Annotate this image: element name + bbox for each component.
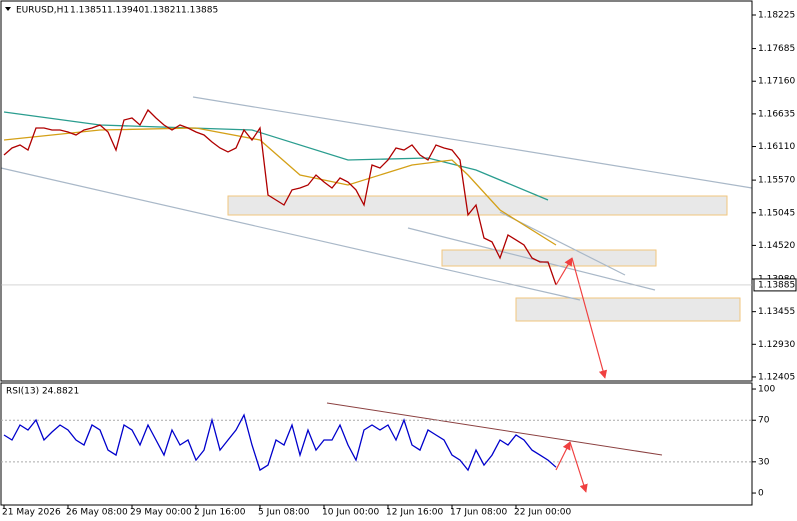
arrow bbox=[555, 257, 573, 286]
x-tick-label: 29 May 00:00 bbox=[130, 508, 192, 518]
x-tick-label: 26 May 08:00 bbox=[66, 508, 128, 518]
price-line bbox=[3, 413, 557, 472]
x-tick-label: 2 Jun 16:00 bbox=[194, 508, 246, 518]
zone bbox=[515, 297, 741, 322]
last-price-box bbox=[753, 278, 797, 292]
y-tick-label: 1.14520 bbox=[758, 241, 795, 251]
y-tick-label: 1.16110 bbox=[758, 142, 795, 152]
y-tick-label: 1.13455 bbox=[758, 307, 795, 317]
rsi-trend-line bbox=[326, 402, 663, 456]
y-tick-label: 0 bbox=[758, 489, 764, 499]
x-tick-label: 22 Jun 00:00 bbox=[514, 508, 571, 518]
y-tick-label: 1.16635 bbox=[758, 109, 795, 119]
ohlc-value: 1.13821 bbox=[144, 6, 181, 16]
price-line bbox=[3, 108, 557, 286]
y-tick-label: 100 bbox=[758, 385, 775, 395]
arrow bbox=[571, 257, 608, 379]
trend-line bbox=[0, 167, 581, 301]
y-tick-label: 30 bbox=[758, 457, 770, 467]
x-tick-label: 12 Jun 16:00 bbox=[386, 508, 443, 518]
y-tick-label: 1.17685 bbox=[758, 44, 795, 54]
ohlc-value: 1.13940 bbox=[107, 6, 144, 16]
x-tick-label: 5 Jun 08:00 bbox=[258, 508, 310, 518]
y-tick-label: 1.18225 bbox=[758, 10, 795, 20]
arrow bbox=[569, 441, 588, 493]
symbol: EURUSD,H1 bbox=[16, 6, 69, 16]
ohlc-value: 1.13885 bbox=[181, 6, 218, 16]
price-panel bbox=[0, 0, 753, 382]
arrow bbox=[555, 441, 571, 471]
trend-line bbox=[192, 96, 753, 189]
rsi-panel bbox=[0, 382, 753, 506]
moving-average bbox=[3, 127, 557, 246]
ohlc-value: 1.13851 bbox=[70, 6, 107, 16]
trend-line bbox=[407, 227, 656, 291]
x-tick-label: 10 Jun 00:00 bbox=[322, 508, 379, 518]
y-tick-label: 70 bbox=[758, 416, 770, 426]
drawings bbox=[0, 96, 753, 493]
y-tick-label: 1.15570 bbox=[758, 176, 795, 186]
x-tick-label: 17 Jun 08:00 bbox=[450, 508, 507, 518]
y-tick-label: 1.15045 bbox=[758, 208, 795, 218]
menu-icon bbox=[5, 7, 11, 11]
y-tick-label: 1.12405 bbox=[758, 372, 795, 382]
last-price-label: 1.13885 bbox=[758, 280, 795, 290]
y-tick-label: 1.12930 bbox=[758, 340, 795, 350]
y-tick-label: 1.17160 bbox=[758, 77, 795, 87]
rsi-title: RSI(13) 24.8821 bbox=[6, 387, 79, 397]
zone bbox=[227, 195, 728, 216]
x-tick-label: 21 May 2026 bbox=[2, 508, 61, 518]
